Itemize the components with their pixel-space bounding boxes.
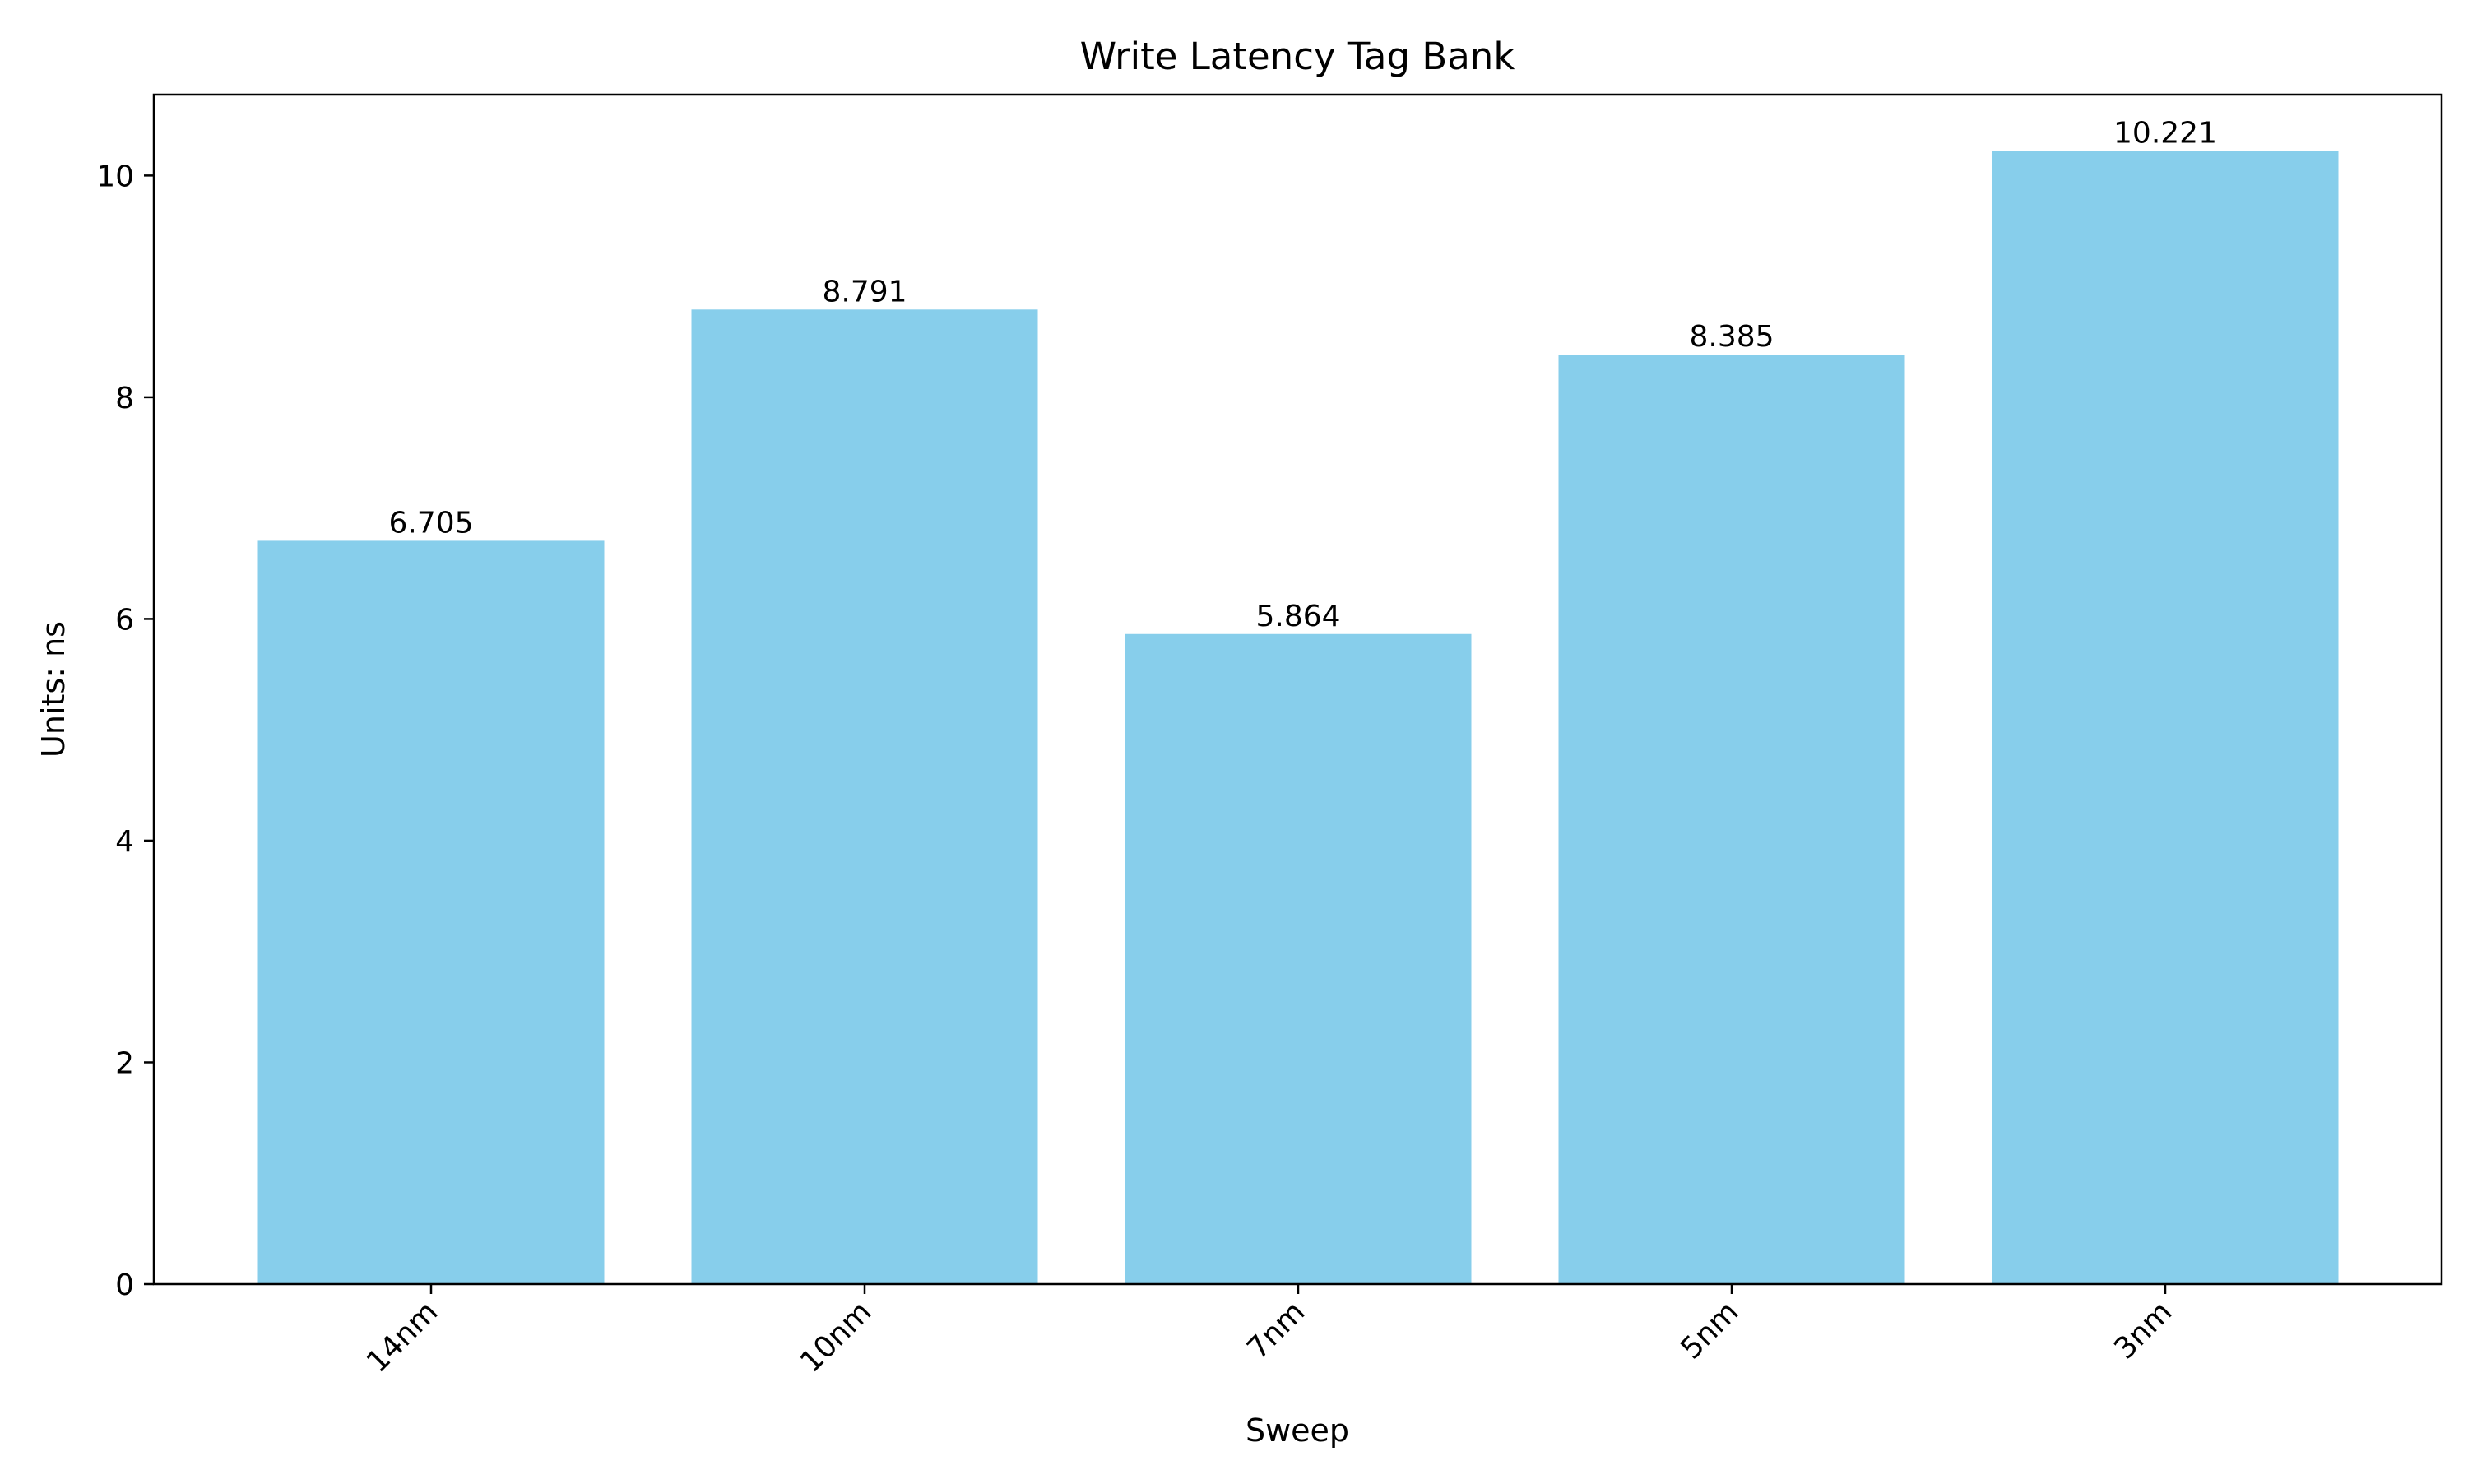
bar-14nm: [257, 540, 605, 1284]
plot-frame: [152, 93, 2443, 1286]
bar-3nm: [1992, 151, 2339, 1285]
bar-5nm: [1558, 355, 1905, 1284]
y-axis-label: Units: ns: [35, 621, 72, 758]
x-tick-label-5nm: 5nm: [1674, 1295, 1745, 1366]
bar-7nm: [1125, 633, 1472, 1284]
x-tick-label-10nm: 10nm: [794, 1295, 878, 1379]
x-tick-label-14nm: 14nm: [360, 1295, 444, 1379]
data-label-7nm: 5.864: [1255, 600, 1340, 633]
x-tick-label-7nm: 7nm: [1241, 1295, 1311, 1366]
x-tick-label-3nm: 3nm: [2108, 1295, 2178, 1366]
y-tick-label-0: 0: [115, 1268, 134, 1302]
y-tick-label-4: 4: [115, 825, 134, 859]
data-label-10nm: 8.791: [822, 275, 907, 308]
y-axis: 0 2 4 6 8 10: [96, 160, 154, 1302]
data-label-14nm: 6.705: [388, 506, 473, 540]
data-label-3nm: 10.221: [2113, 117, 2217, 151]
y-tick-label-8: 8: [115, 382, 134, 415]
x-axis-label: Sweep: [1246, 1412, 1349, 1449]
y-tick-label-10: 10: [96, 160, 134, 193]
data-label-5nm: 8.385: [1689, 320, 1774, 354]
y-tick-label-2: 2: [115, 1046, 134, 1080]
chart-title: Write Latency Tag Bank: [1080, 35, 1515, 78]
x-axis: 14nm 10nm 7nm 5nm 3nm: [360, 1284, 2178, 1380]
bar-10nm: [691, 309, 1038, 1284]
y-tick-label-6: 6: [115, 603, 134, 637]
bars-layer: 6.705 8.791 5.864 8.385 10.221: [257, 117, 2339, 1285]
